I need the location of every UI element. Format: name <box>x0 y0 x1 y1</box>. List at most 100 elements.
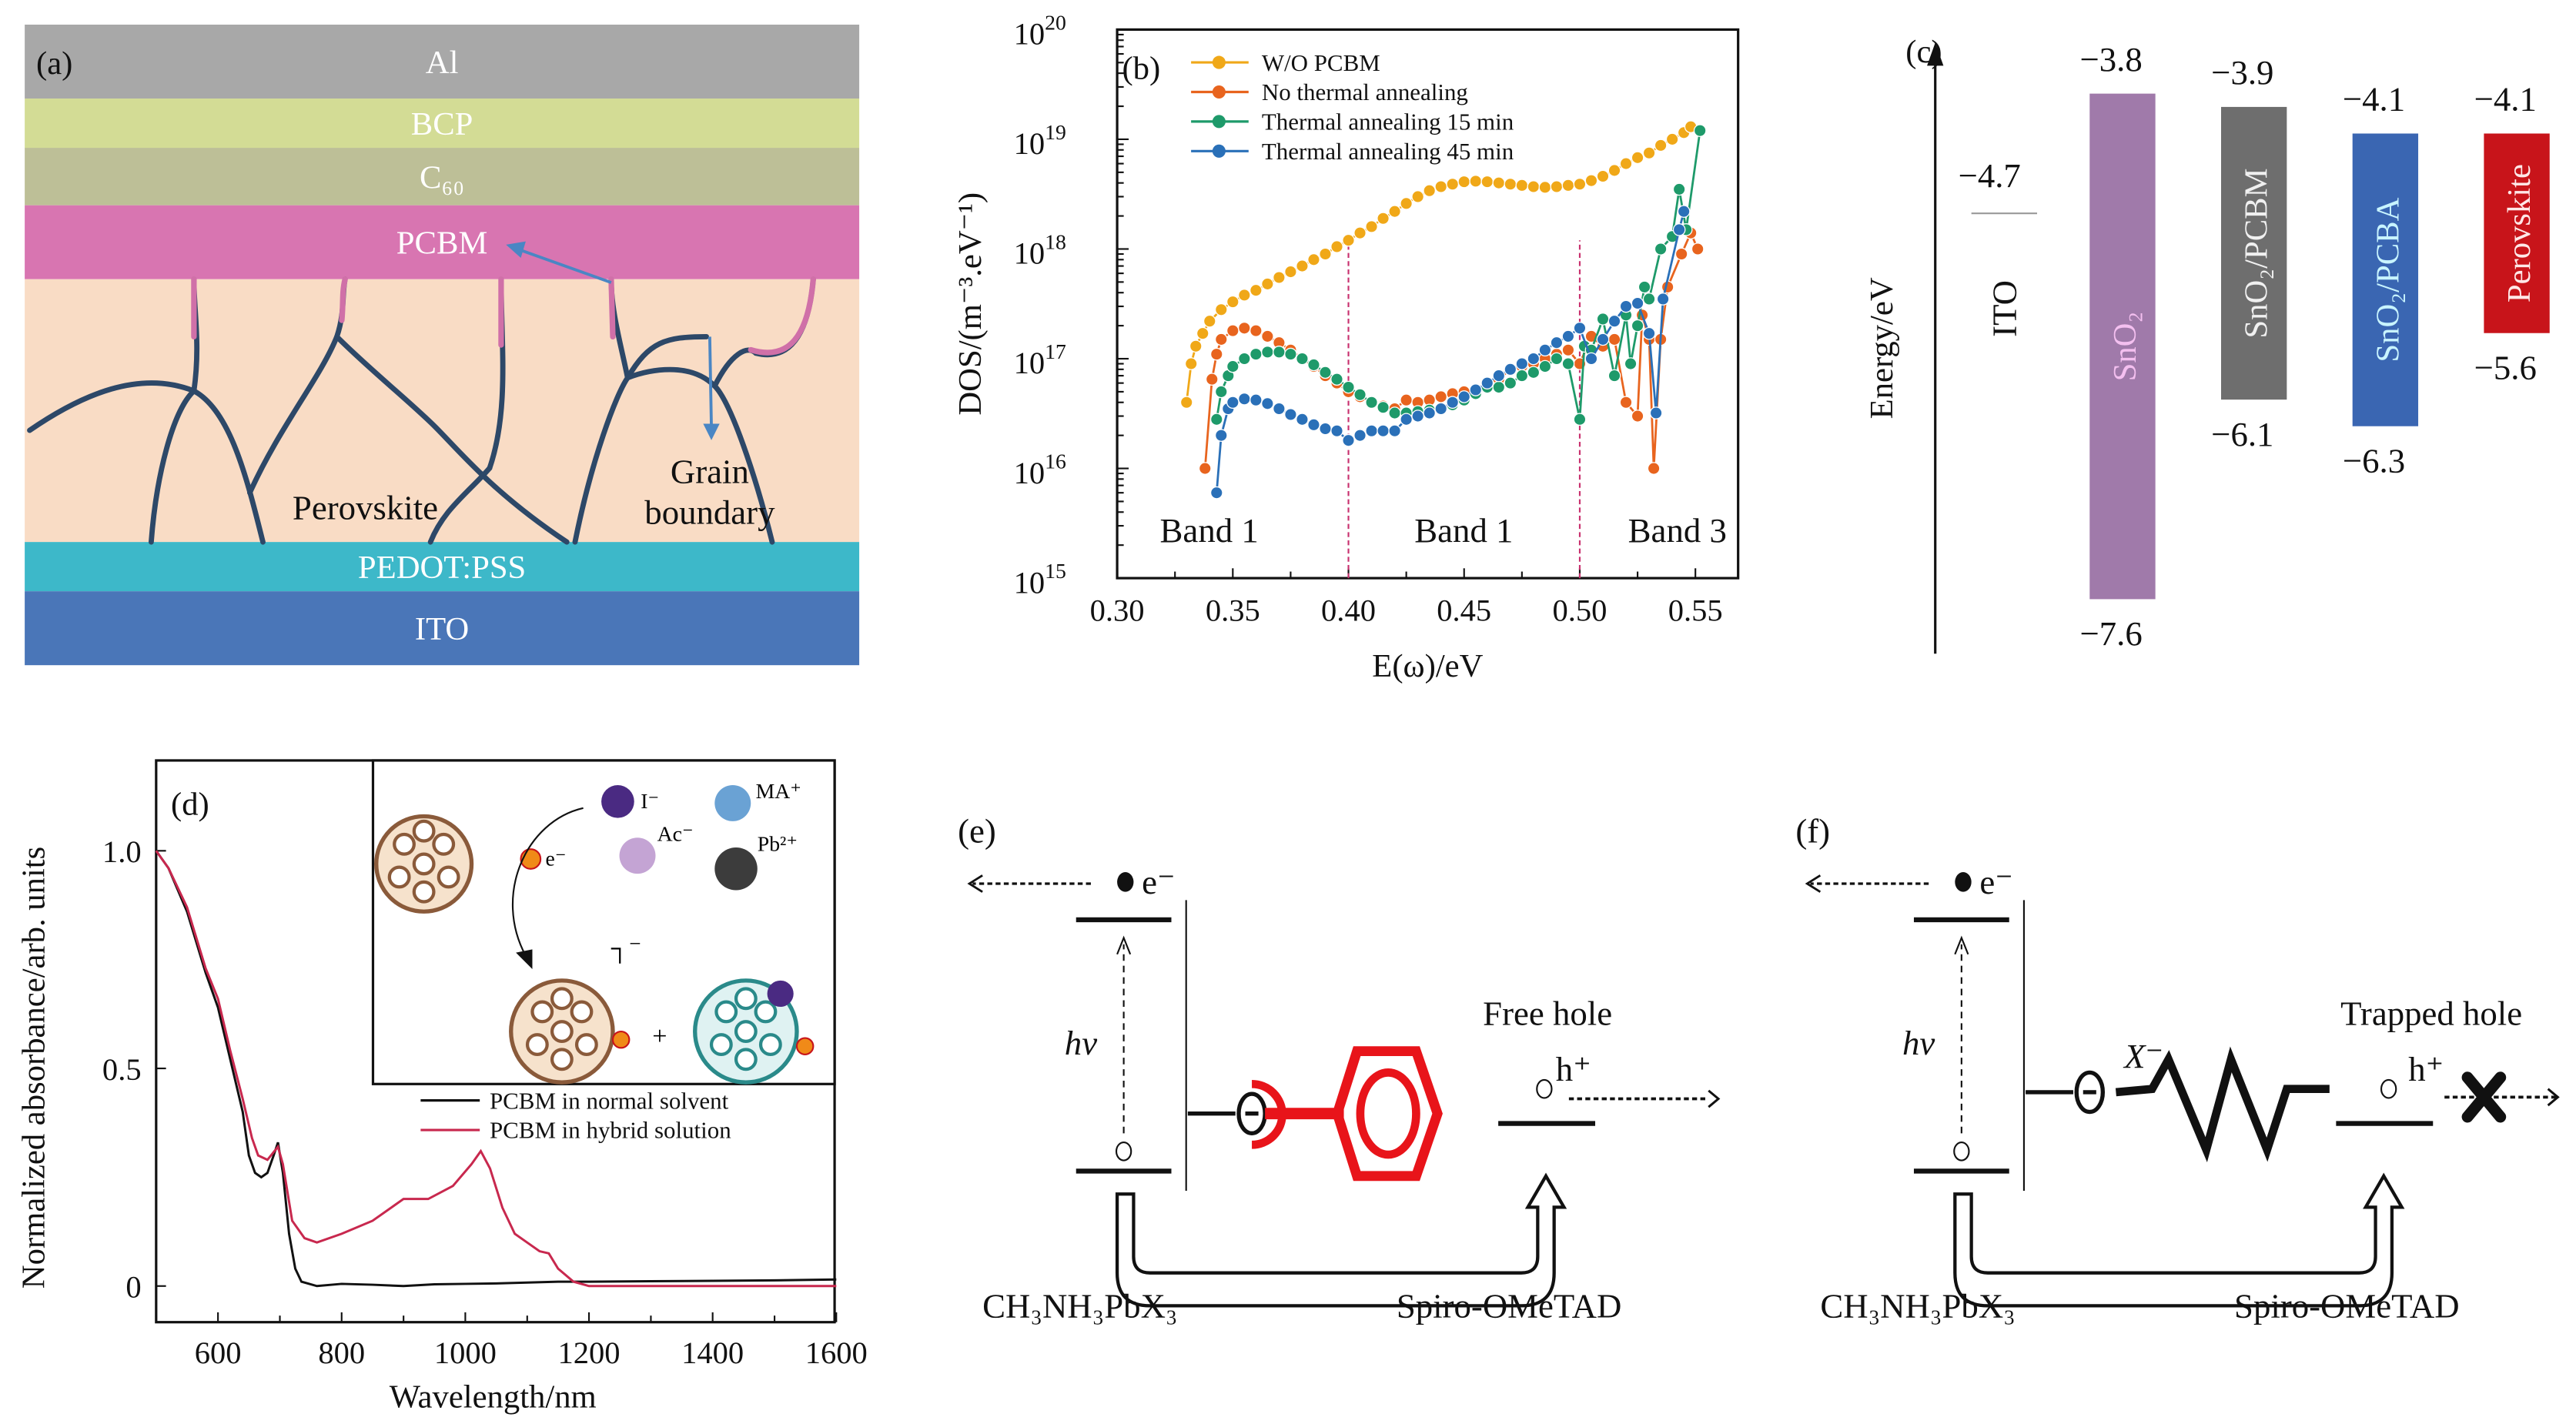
y-axis-label: DOS/(m⁻³.eV⁻¹) <box>952 192 989 416</box>
x-tick-label: 0.55 <box>1668 593 1723 628</box>
data-point <box>1677 205 1691 218</box>
fullerene-molecule <box>509 978 615 1085</box>
electron-label: e⁻ <box>1142 863 1176 901</box>
data-point <box>1492 176 1506 189</box>
perovskite-label: Perovskite <box>293 488 438 526</box>
band-top-value: −3.8 <box>2079 40 2142 79</box>
fullerene-ring <box>412 819 436 843</box>
band-bottom-value: −6.3 <box>2343 441 2405 480</box>
x-tick-label: 0.40 <box>1321 593 1376 628</box>
x-tick-label: 0.30 <box>1090 593 1145 628</box>
tick-exponent: 16 <box>1045 450 1066 473</box>
fullerene-ring <box>525 1033 549 1057</box>
data-point <box>1642 292 1656 306</box>
data-point <box>1214 429 1228 442</box>
data-point <box>1250 393 1263 407</box>
grain-boundary-pointer-arrow <box>708 336 713 427</box>
fullerene-ring <box>734 1020 758 1043</box>
data-point <box>1330 424 1343 438</box>
energy-transfer-u-arrow <box>1953 1172 2405 1308</box>
electron-dot <box>1117 872 1134 892</box>
data-point <box>1561 179 1575 192</box>
electron-sphere <box>520 848 542 870</box>
htm-material-label: Spiro-OMeTAD <box>2234 1286 2460 1325</box>
arrow-head-icon <box>1708 1089 1721 1108</box>
layer-label: C₆₀ <box>420 159 464 196</box>
anion-label: X⁻ <box>2123 1037 2163 1075</box>
tick-base: 10 <box>1014 346 1045 380</box>
aromatic-circle <box>1356 1068 1420 1159</box>
data-point <box>1238 289 1251 302</box>
data-point <box>1672 182 1686 196</box>
data-point <box>1561 343 1575 357</box>
arrow-head-icon <box>703 423 720 440</box>
charge-bracket: ┐⁻ <box>611 934 642 964</box>
data-point <box>1607 369 1621 383</box>
htm-material-label: Spiro-OMeTAD <box>1397 1286 1622 1325</box>
band-top-value: −4.1 <box>2343 80 2405 119</box>
band-label-3: Band 3 <box>1628 511 1727 550</box>
layer-pedotpss <box>25 542 860 592</box>
arrow-head-icon <box>967 874 983 893</box>
data-point <box>1209 486 1223 500</box>
electron-sphere <box>795 1037 815 1055</box>
layer-label: Al <box>426 45 459 81</box>
hole-state-label: Trapped hole <box>2340 994 2522 1032</box>
layer-ito <box>25 591 860 666</box>
data-point <box>1596 169 1610 183</box>
fullerene-ring <box>550 1020 574 1043</box>
hole-circle <box>2380 1078 2397 1099</box>
band-material-label: SnO₂ <box>2107 312 2143 382</box>
panel-e-free-hole-diagram: (e) e⁻ hν Free hole h⁺ CH₃NH₃PbX₃ Spiro-OMeTAD <box>958 812 1721 1325</box>
data-point <box>1261 277 1274 291</box>
data-point <box>1261 346 1274 359</box>
data-point <box>1198 462 1212 475</box>
fullerene-ring <box>550 987 574 1011</box>
grain-boundary-line <box>427 465 493 545</box>
data-point <box>1624 357 1638 370</box>
data-point <box>1584 174 1598 187</box>
data-point <box>1296 413 1309 426</box>
grain-label-line1: Grain <box>671 452 749 490</box>
perovskite-material-label: CH₃NH₃PbX₃ <box>1820 1286 2015 1325</box>
data-point <box>1377 400 1390 414</box>
data-point <box>1214 333 1228 346</box>
data-point <box>1296 259 1309 272</box>
acetate-ion-sphere <box>619 837 656 874</box>
plus-sign: + <box>652 1022 667 1051</box>
legend-swatch-marker <box>1212 115 1226 129</box>
data-point <box>1365 220 1378 233</box>
panel-b-label: (b) <box>1122 50 1160 86</box>
photon-label: hν <box>1902 1024 1935 1062</box>
layer-pcbm <box>25 205 860 279</box>
layer-c <box>25 148 860 206</box>
pcbm-passivated-boundary <box>608 276 616 340</box>
fullerene-ring <box>550 1048 574 1071</box>
data-point <box>1550 336 1564 349</box>
data-point <box>1179 396 1193 409</box>
panel-label: (f) <box>1795 812 1830 851</box>
pcbm-pointer-arrow <box>518 248 612 284</box>
data-point <box>1527 352 1541 366</box>
data-point <box>1400 393 1413 407</box>
tick-base: 10 <box>1014 17 1045 52</box>
data-point <box>1561 357 1575 370</box>
electron-sphere <box>611 1030 631 1049</box>
data-point <box>1388 406 1401 420</box>
benzene-ring-icon <box>1332 1046 1443 1182</box>
x-tick-label: 0.45 <box>1437 593 1491 628</box>
data-point <box>1189 339 1203 353</box>
data-point <box>1656 292 1670 306</box>
layer-bcp <box>25 99 860 149</box>
data-point <box>1480 376 1494 389</box>
lead-ion-sphere <box>714 847 758 891</box>
data-point <box>1365 424 1378 438</box>
fullerene-ring <box>387 865 411 889</box>
data-point <box>1307 358 1320 372</box>
legend-swatch-marker <box>1212 85 1226 99</box>
fullerene-ring <box>437 865 460 889</box>
panel-b-dos-chart: 0.30 0.35 0.40 0.45 0.50 0.551015101610171018… <box>952 10 1740 684</box>
y-tick-label: 0.5 <box>102 1052 142 1087</box>
x-tick-label: 600 <box>195 1335 242 1370</box>
grain-label-line2: boundary <box>644 493 775 532</box>
